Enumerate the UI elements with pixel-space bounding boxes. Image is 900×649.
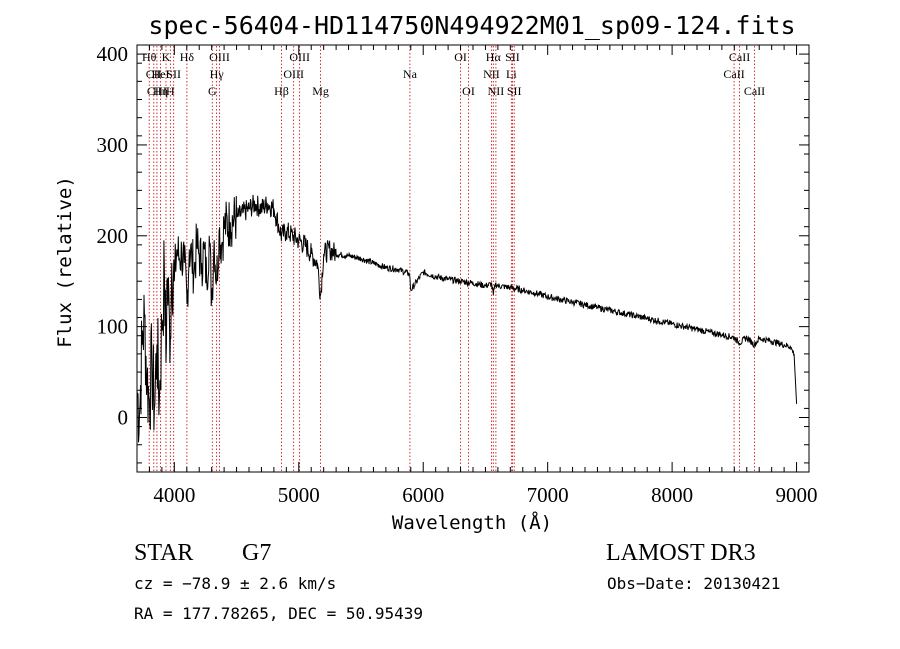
object-subclass: G7 (242, 540, 271, 566)
line-label-24: SII (507, 84, 522, 98)
line-label-26: CaII (723, 67, 744, 81)
x-tick-label-3: 7000 (527, 483, 569, 507)
line-label-2: CIII (147, 84, 167, 98)
line-label-25: CaII (729, 50, 750, 64)
x-tick-label-4: 8000 (651, 483, 693, 507)
y-tick-label-1: 100 (97, 315, 129, 339)
line-label-0: Hθ (142, 50, 157, 64)
line-label-1: CII (146, 67, 162, 81)
line-label-5: K (162, 50, 171, 64)
chart-title: spec-56404-HD114750N494922M01_sp09-124.f… (148, 11, 795, 40)
observation-date: Obs−Date: 20130421 (607, 574, 780, 593)
line-label-4: HeI (152, 67, 170, 81)
line-label-14: OIII (283, 67, 304, 81)
spectral-line-markers (148, 46, 755, 471)
survey-name: LAMOST DR3 (606, 540, 756, 566)
line-label-23: Li (506, 67, 517, 81)
plot-frame (136, 44, 810, 473)
line-label-17: OI (454, 50, 467, 64)
object-class: STAR (134, 540, 193, 566)
x-axis-label: Wavelength (Å) (392, 511, 552, 534)
line-label-3: Hη (153, 84, 168, 98)
line-label-7: SII (166, 67, 181, 81)
line-label-13: OIII (289, 50, 310, 64)
axis-tick-labels: 4000 5000 6000 7000 8000 9000 0 100 200 300 400 (97, 42, 818, 507)
redshift-cz: cz = −78.9 ± 2.6 km/s (134, 574, 336, 593)
line-label-27: CaII (744, 84, 765, 98)
ra-dec: RA = 177.78265, DEC = 50.95439 (134, 604, 423, 623)
line-label-15: Mg (312, 84, 329, 98)
line-label-6: H (166, 84, 175, 98)
line-label-18: OI (462, 84, 475, 98)
line-label-11: G (208, 84, 217, 98)
x-tick-label-1: 5000 (278, 483, 320, 507)
x-tick-label-0: 4000 (153, 483, 195, 507)
line-label-12: Hβ (274, 84, 289, 98)
y-tick-label-4: 400 (97, 42, 129, 66)
y-tick-label-3: 300 (97, 133, 129, 157)
spectrum-line (136, 194, 798, 443)
line-label-8: Hδ (180, 50, 195, 64)
line-label-9: OIII (209, 50, 230, 64)
x-tick-label-2: 6000 (402, 483, 444, 507)
line-label-20: NII (483, 67, 500, 81)
axis-ticks (136, 44, 810, 472)
y-tick-label-0: 0 (118, 405, 129, 429)
y-axis-label: Flux (relative) (54, 176, 76, 348)
y-tick-label-2: 200 (97, 224, 129, 248)
line-label-10: Hγ (210, 67, 225, 81)
x-tick-label-5: 9000 (776, 483, 818, 507)
line-label-16: Na (403, 67, 418, 81)
line-label-19: Hα (486, 50, 502, 64)
line-label-21: NII (488, 84, 505, 98)
line-label-22: SII (505, 50, 520, 64)
